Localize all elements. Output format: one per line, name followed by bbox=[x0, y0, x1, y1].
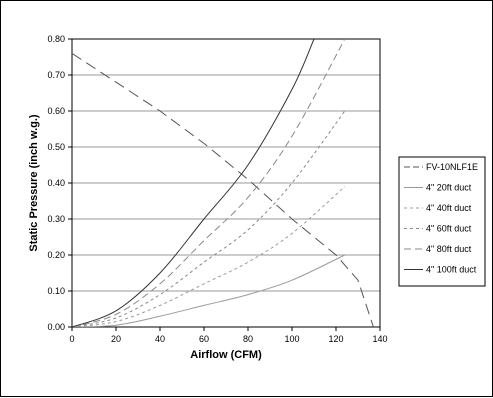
labels-layer: 0.00 0.10 0.20 0.30 0.40 0.50 0.60 0.70 0.80 0 20 4… bbox=[28, 34, 388, 361]
y-tick-label-3: 0.30 bbox=[47, 214, 65, 224]
y-tick-label-6: 0.60 bbox=[47, 106, 65, 116]
x-tick-label-1: 20 bbox=[111, 334, 121, 344]
x-tick-label-7: 140 bbox=[372, 334, 387, 344]
y-tick-label-2: 0.20 bbox=[47, 250, 65, 260]
x-tick-label-6: 120 bbox=[328, 334, 343, 344]
x-tick-label-4: 80 bbox=[243, 334, 253, 344]
y-axis-title: Static Pressure (inch w.g.) bbox=[28, 114, 40, 251]
legend-label-3: 4" 60ft duct bbox=[426, 224, 472, 234]
x-tick-label-5: 100 bbox=[284, 334, 299, 344]
legend-label-2: 4" 40ft duct bbox=[426, 203, 472, 213]
legend-label-5: 4" 100ft duct bbox=[426, 265, 477, 275]
series-line-5 bbox=[72, 39, 315, 327]
y-tick-label-4: 0.40 bbox=[47, 178, 65, 188]
legend-label-4: 4" 80ft duct bbox=[426, 244, 472, 254]
y-tick-label-8: 0.80 bbox=[47, 34, 65, 44]
plot-area-border bbox=[71, 38, 381, 328]
axes-layer bbox=[68, 38, 381, 331]
x-tick-label-3: 60 bbox=[199, 334, 209, 344]
series-layer bbox=[72, 39, 374, 327]
y-tick-label-1: 0.10 bbox=[47, 286, 65, 296]
y-tick-label-7: 0.70 bbox=[47, 70, 65, 80]
y-tick-label-5: 0.50 bbox=[47, 142, 65, 152]
series-line-4 bbox=[72, 39, 346, 327]
series-line-1 bbox=[72, 254, 346, 327]
legend-layer: FV-10NLF1E 4" 20ft duct 4" 40ft duct 4" 60f… bbox=[398, 156, 486, 287]
grid-layer bbox=[72, 38, 380, 292]
x-tick-label-2: 40 bbox=[155, 334, 165, 344]
series-line-3 bbox=[72, 110, 346, 327]
legend-label-1: 4" 20ft duct bbox=[426, 183, 472, 193]
series-line-2 bbox=[72, 186, 346, 327]
series-line-0 bbox=[72, 52, 374, 327]
legend-label-0: FV-10NLF1E bbox=[426, 162, 478, 172]
x-tick-label-0: 0 bbox=[69, 334, 74, 344]
x-axis-title: Airflow (CFM) bbox=[190, 349, 262, 361]
legend-box bbox=[398, 156, 486, 287]
y-tick-label-0: 0.00 bbox=[47, 322, 65, 332]
